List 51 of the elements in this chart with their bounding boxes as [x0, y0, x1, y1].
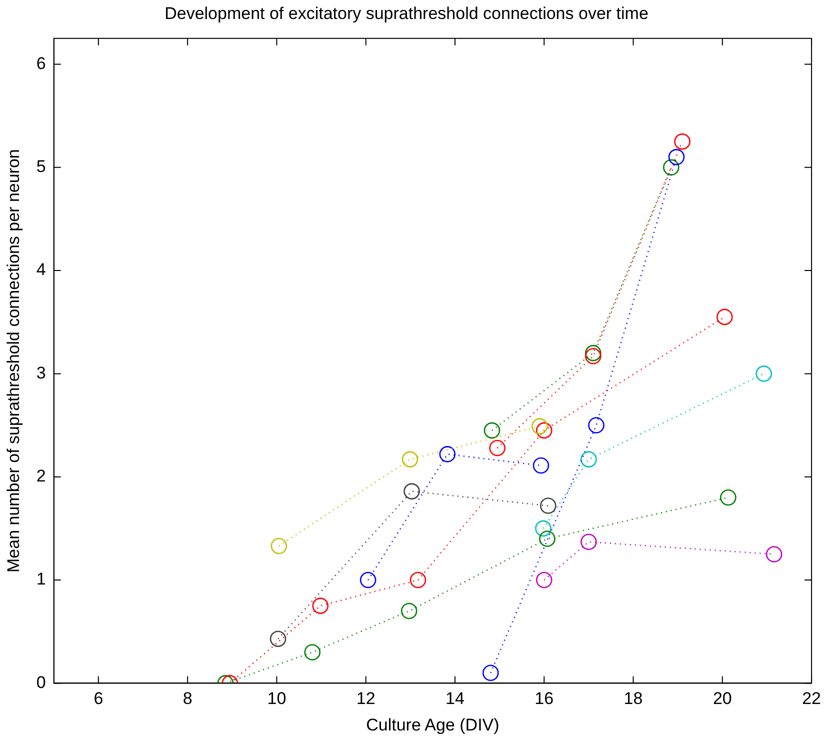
- point: [410, 572, 426, 588]
- point: [532, 457, 550, 474]
- point: [536, 572, 552, 588]
- point: [402, 451, 418, 468]
- x-tick-label: 8: [182, 689, 192, 708]
- x-axis-title: Culture Age (DIV): [366, 715, 500, 734]
- y-tick-label: 1: [36, 570, 46, 589]
- x-tick-label: 16: [534, 689, 554, 708]
- point: [270, 630, 286, 647]
- point: [484, 422, 500, 439]
- point: [535, 520, 552, 537]
- x-tick-label: 6: [94, 689, 104, 708]
- y-tick-label: 2: [36, 466, 46, 486]
- point: [360, 572, 376, 588]
- point: [400, 602, 418, 620]
- point: [580, 451, 597, 468]
- point: [588, 417, 604, 434]
- point: [585, 348, 602, 364]
- point: [270, 538, 288, 554]
- y-tick-label: 5: [36, 157, 46, 176]
- point: [539, 530, 556, 547]
- point: [756, 366, 772, 382]
- y-tick-label: 3: [36, 363, 46, 382]
- point: [304, 644, 321, 660]
- point: [585, 344, 602, 362]
- point: [540, 498, 556, 514]
- x-tick-label: 22: [802, 689, 822, 708]
- point: [766, 546, 782, 562]
- point: [532, 418, 548, 434]
- point: [668, 148, 685, 166]
- x-tick-label: 18: [624, 689, 643, 708]
- chart-title: Development of excitatory suprathreshold connections over time: [164, 4, 648, 23]
- y-tick-label: 6: [36, 54, 46, 73]
- point: [482, 664, 499, 682]
- point: [404, 483, 420, 500]
- x-tick-label: 14: [446, 689, 464, 708]
- point: [439, 446, 456, 462]
- x-tick-label: 20: [712, 689, 732, 708]
- y-tick-label: 4: [36, 260, 46, 280]
- point: [663, 159, 680, 176]
- point: [720, 489, 736, 506]
- point: [489, 440, 506, 456]
- x-tick-label: 12: [356, 689, 376, 708]
- x-tick-label: 10: [267, 689, 286, 708]
- point: [536, 422, 552, 439]
- point: [312, 598, 329, 614]
- y-axis-title: Mean number of suprathreshold connections per neuron: [4, 149, 23, 572]
- point: [674, 133, 690, 150]
- point: [716, 308, 733, 326]
- y-tick-label: 0: [36, 672, 46, 692]
- point: [580, 534, 597, 550]
